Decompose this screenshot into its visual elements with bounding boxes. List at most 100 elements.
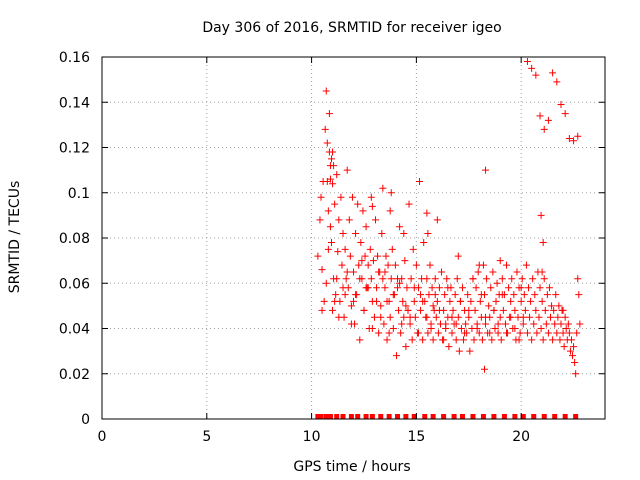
data-point — [429, 302, 437, 310]
data-point — [391, 261, 399, 269]
y-axis-ticks: 0 0.02 0.04 0.06 0.08 0.1 0.12 0.14 0.16 — [59, 50, 605, 428]
rug-mark — [315, 414, 321, 419]
data-point — [383, 336, 391, 344]
data-point — [498, 275, 506, 283]
y-tick-label: 0.06 — [59, 276, 90, 292]
data-point — [381, 268, 389, 276]
y-tick-label: 0.04 — [59, 322, 90, 338]
data-point — [356, 275, 364, 283]
data-point — [327, 239, 335, 247]
data-point — [574, 275, 582, 283]
data-point — [389, 325, 397, 332]
data-point — [322, 87, 330, 95]
rug-mark — [422, 414, 428, 419]
data-point — [402, 302, 410, 310]
data-point — [549, 69, 557, 77]
data-point — [523, 329, 531, 337]
data-point — [318, 266, 326, 274]
data-point — [507, 313, 515, 321]
data-point — [417, 306, 425, 314]
data-point — [541, 306, 549, 314]
data-point — [407, 275, 415, 283]
data-point — [482, 320, 490, 328]
data-point — [327, 155, 335, 163]
data-point — [433, 216, 441, 224]
data-point — [457, 325, 465, 332]
x-axis-label: GPS time / hours — [293, 459, 410, 475]
data-point — [542, 320, 550, 328]
data-point — [469, 275, 477, 283]
data-point — [565, 134, 573, 142]
data-point — [377, 302, 385, 310]
rug-mark — [451, 414, 457, 419]
rug-mark — [573, 414, 579, 419]
data-point — [394, 275, 402, 283]
data-point — [339, 284, 347, 292]
data-point — [571, 358, 579, 366]
data-points — [314, 58, 584, 378]
data-point — [395, 306, 403, 314]
data-point — [399, 297, 407, 305]
data-point — [525, 284, 533, 292]
data-point — [346, 252, 354, 260]
data-point — [374, 252, 382, 260]
rug-mark — [334, 414, 340, 419]
data-point — [552, 291, 560, 299]
data-point — [494, 320, 502, 328]
rug-mark — [520, 414, 526, 419]
data-point — [575, 291, 583, 299]
data-point — [350, 297, 357, 305]
data-point — [342, 275, 350, 283]
data-point — [442, 320, 450, 328]
data-point — [473, 325, 481, 332]
data-point — [566, 347, 574, 355]
data-point — [515, 336, 523, 344]
data-point — [497, 336, 505, 344]
data-point — [386, 313, 394, 321]
data-point — [461, 329, 469, 337]
rug-mark — [562, 414, 568, 419]
data-point — [530, 320, 538, 328]
y-tick-label: 0.1 — [68, 186, 90, 202]
data-point — [556, 336, 564, 344]
data-point — [412, 261, 420, 269]
data-point — [423, 313, 431, 321]
data-point — [446, 297, 454, 305]
data-point — [357, 239, 365, 247]
data-point — [539, 239, 547, 247]
data-point — [326, 175, 334, 183]
data-point — [345, 216, 353, 224]
data-point — [451, 291, 459, 299]
data-point — [424, 229, 432, 237]
data-point — [540, 125, 548, 133]
data-point — [496, 313, 504, 321]
data-point — [518, 275, 526, 283]
data-point — [529, 275, 537, 283]
data-point — [325, 148, 333, 156]
data-point — [507, 297, 515, 305]
data-point — [423, 209, 431, 217]
rug-mark — [378, 414, 384, 419]
x-axis-ticks: 0 5 10 15 20 — [98, 57, 530, 445]
data-point — [501, 320, 509, 328]
rug-mark — [459, 414, 465, 419]
data-point — [368, 202, 376, 210]
data-point — [394, 284, 402, 292]
data-point — [569, 352, 577, 360]
data-point — [369, 257, 377, 265]
data-point — [492, 297, 500, 305]
data-point — [510, 291, 518, 299]
data-point — [535, 313, 543, 321]
data-point — [330, 162, 338, 170]
data-point — [410, 284, 418, 292]
data-point — [397, 329, 405, 337]
data-point — [438, 268, 446, 276]
rug-mark — [512, 414, 518, 419]
data-point — [400, 313, 408, 321]
data-point — [564, 320, 572, 328]
data-point — [339, 229, 347, 237]
data-point — [423, 275, 431, 283]
data-point — [384, 261, 392, 269]
rug-mark — [441, 414, 447, 419]
data-point — [475, 329, 483, 337]
